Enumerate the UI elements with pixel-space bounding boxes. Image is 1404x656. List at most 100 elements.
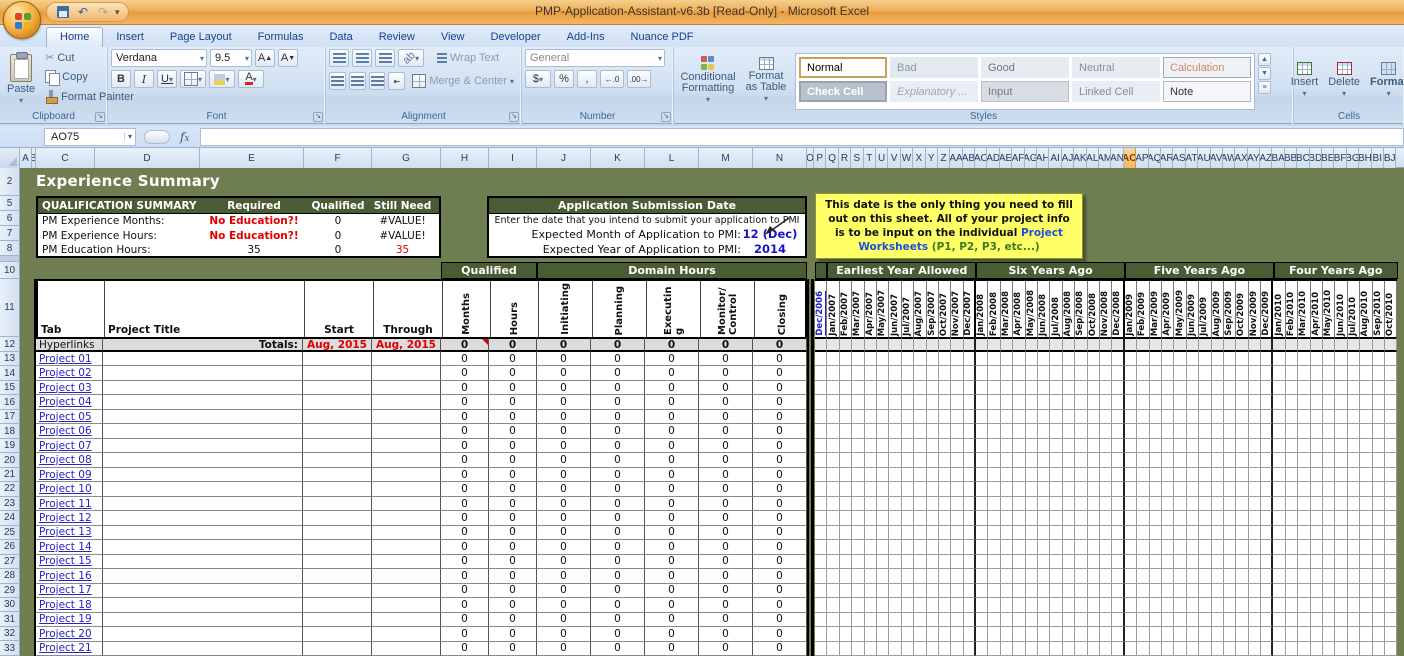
month-cell[interactable] [1199,525,1212,541]
bold-icon[interactable]: B [111,70,131,88]
month-header-Jul-2009[interactable]: Jul/2009 [1199,281,1212,337]
month-cell[interactable] [1112,424,1125,439]
month-cell[interactable] [1087,554,1100,570]
project-through-cell[interactable] [372,583,441,599]
month-cell[interactable] [1137,583,1150,599]
month-cell[interactable] [914,598,927,613]
month-cell[interactable] [852,540,865,555]
tab-view[interactable]: View [440,31,465,43]
month-cell[interactable] [1310,337,1324,352]
month-cell[interactable] [1112,467,1125,483]
month-cell[interactable] [1062,583,1076,599]
month-cell[interactable] [1360,366,1373,381]
project-link-cell[interactable]: Project 06 [36,424,103,439]
month-cell[interactable] [1261,525,1274,541]
month-cell[interactable] [1137,380,1150,396]
month-header-Mar-2007[interactable]: Mar/2007 [852,281,865,337]
month-cell[interactable] [1025,511,1039,526]
column-header-AF[interactable]: AF [1012,148,1025,168]
month-cell[interactable] [1384,467,1398,483]
month-cell[interactable] [914,352,927,367]
month-cell[interactable] [1038,627,1051,642]
project-link-cell[interactable]: Project 07 [36,438,103,454]
month-cell[interactable] [1099,409,1113,425]
column-header-M[interactable]: M [699,148,753,168]
totals-executing-cell[interactable]: 0 [645,337,699,352]
month-cell[interactable] [1000,569,1014,584]
project-executing-cell[interactable]: 0 [645,438,699,454]
month-cell[interactable] [1174,583,1187,599]
month-cell[interactable] [1186,482,1200,497]
column-header-AO[interactable]: AO [1123,148,1137,168]
month-cell[interactable] [901,352,915,367]
month-cell[interactable] [914,395,927,410]
month-cell[interactable] [1025,554,1039,570]
month-cell[interactable] [1075,627,1088,642]
font-size-select[interactable]: 9.5 ▾ [210,49,252,67]
month-cell[interactable] [1099,395,1113,410]
month-cell[interactable] [1013,337,1026,352]
month-cell[interactable] [914,496,927,512]
month-cell[interactable] [963,525,977,541]
month-cell[interactable] [1199,438,1212,454]
month-cell[interactable] [852,583,865,599]
month-cell[interactable] [1050,612,1063,628]
month-cell[interactable] [1161,496,1175,512]
month-cell[interactable] [1273,511,1286,526]
month-cell[interactable] [1261,540,1274,555]
project-hours-cell[interactable]: 0 [489,380,537,396]
month-cell[interactable] [988,467,1001,483]
month-cell[interactable] [1112,598,1125,613]
month-cell[interactable] [1087,438,1100,454]
project-planning-cell[interactable]: 0 [591,569,645,584]
month-cell[interactable] [1347,612,1361,628]
month-header-Feb-2007[interactable]: Feb/2007 [840,281,853,337]
month-cell[interactable] [963,380,977,396]
month-cell[interactable] [1384,352,1398,367]
month-cell[interactable] [876,395,890,410]
project-executing-cell[interactable]: 0 [645,352,699,367]
month-cell[interactable] [1199,380,1212,396]
month-cell[interactable] [1087,424,1100,439]
month-header-Dec-2009[interactable]: Dec/2009 [1261,281,1274,337]
project-monitor-cell[interactable]: 0 [699,540,753,555]
month-cell[interactable] [1112,554,1125,570]
style-check-cell[interactable]: Check Cell [799,81,887,102]
project-initiating-cell[interactable]: 0 [537,395,591,410]
month-cell[interactable] [988,569,1001,584]
month-cell[interactable] [1372,337,1385,352]
month-cell[interactable] [1347,366,1361,381]
month-cell[interactable] [951,612,964,628]
gallery-scroll-up-icon[interactable]: ▲ [1258,53,1271,66]
month-cell[interactable] [852,612,865,628]
month-cell[interactable] [926,409,939,425]
month-cell[interactable] [1075,424,1088,439]
project-hours-cell[interactable]: 0 [489,569,537,584]
month-cell[interactable] [1161,554,1175,570]
project-monitor-cell[interactable]: 0 [699,612,753,628]
month-cell[interactable] [1273,380,1286,396]
month-cell[interactable] [839,453,853,468]
month-cell[interactable] [1360,540,1373,555]
project-months-cell[interactable]: 0 [441,511,489,526]
row-header-22[interactable]: 22 [0,482,20,497]
month-cell[interactable] [1087,496,1100,512]
paste-button[interactable]: Paste ▾ [3,49,39,110]
month-cell[interactable] [1323,366,1336,381]
month-cell[interactable] [1384,366,1398,381]
project-planning-cell[interactable]: 0 [591,583,645,599]
project-hours-cell[interactable]: 0 [489,496,537,512]
month-cell[interactable] [1199,583,1212,599]
column-header-AU[interactable]: AU [1198,148,1211,168]
month-cell[interactable] [1000,627,1014,642]
month-cell[interactable] [1174,496,1187,512]
month-cell[interactable] [1174,627,1187,642]
format-cells-button[interactable]: Format ▾ [1366,49,1404,110]
month-cell[interactable] [1199,569,1212,584]
month-cell[interactable] [1099,540,1113,555]
month-cell[interactable] [1372,380,1385,396]
month-cell[interactable] [1025,366,1039,381]
month-cell[interactable] [864,453,877,468]
project-closing-cell[interactable]: 0 [753,453,807,468]
grow-font-icon[interactable]: A ▲ [255,49,275,67]
